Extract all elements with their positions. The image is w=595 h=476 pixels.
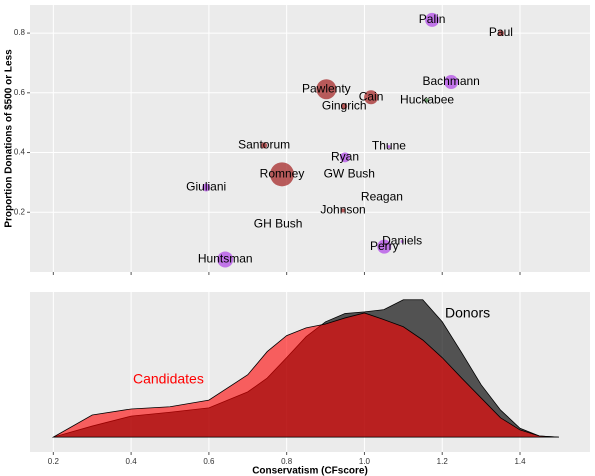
x-tick-label: 0.2 [48, 457, 60, 466]
point-label: Giuliani [186, 180, 226, 194]
series-label: Donors [445, 305, 490, 321]
point [387, 145, 391, 149]
point [217, 251, 234, 268]
point-label: Perry [370, 239, 399, 253]
point [377, 239, 392, 254]
point [261, 142, 268, 149]
point-label: Thune [372, 139, 406, 153]
point-label: Bachmann [422, 74, 479, 88]
point-label: Gingrich [322, 98, 367, 112]
y-tick-label: 0.8 [14, 28, 26, 37]
point-label: GW Bush [324, 167, 375, 181]
x-tick-label: 1.4 [514, 457, 526, 466]
x-tick-label: 0.4 [126, 457, 138, 466]
point [202, 183, 211, 192]
x-tick-label: 1.0 [359, 457, 371, 466]
point [425, 98, 430, 103]
point-label: Cain [359, 89, 384, 103]
point [425, 12, 440, 27]
y-tick-label: 0.6 [14, 88, 26, 97]
x-tick-label: 0.8 [281, 457, 293, 466]
point-label: Huntsman [198, 252, 253, 266]
point-label: Romney [260, 167, 305, 181]
density-area [51, 312, 559, 438]
series-label: Candidates [133, 371, 204, 387]
point [316, 79, 337, 100]
point-label: Santorum [238, 138, 290, 152]
point [444, 75, 459, 90]
point [341, 103, 348, 110]
point-label: Ryan [331, 149, 359, 163]
point-label: Palin [419, 12, 446, 26]
x-tick-label: 1.2 [437, 457, 449, 466]
point [497, 30, 504, 37]
point [400, 240, 404, 244]
panel-background [30, 5, 590, 272]
point-label: Reagan [361, 190, 403, 204]
point [270, 162, 294, 187]
point-label: Huckabee [400, 92, 454, 106]
point-label: Daniels [382, 234, 422, 248]
y-tick-label: 0.2 [14, 207, 26, 216]
y-tick-label: 0.4 [14, 148, 26, 157]
point [341, 208, 346, 213]
x-axis-title: Conservatism (CFscore) [252, 466, 368, 476]
point-label: Paul [489, 25, 513, 39]
y-axis-title: Proportion Donations of $500 or Less [4, 49, 15, 228]
point-label: GH Bush [254, 217, 303, 231]
point-label: Pawlenty [302, 81, 351, 95]
point-label: Johnson [320, 203, 365, 217]
point [340, 152, 350, 163]
x-tick-label: 0.6 [203, 457, 215, 466]
point [364, 90, 379, 105]
